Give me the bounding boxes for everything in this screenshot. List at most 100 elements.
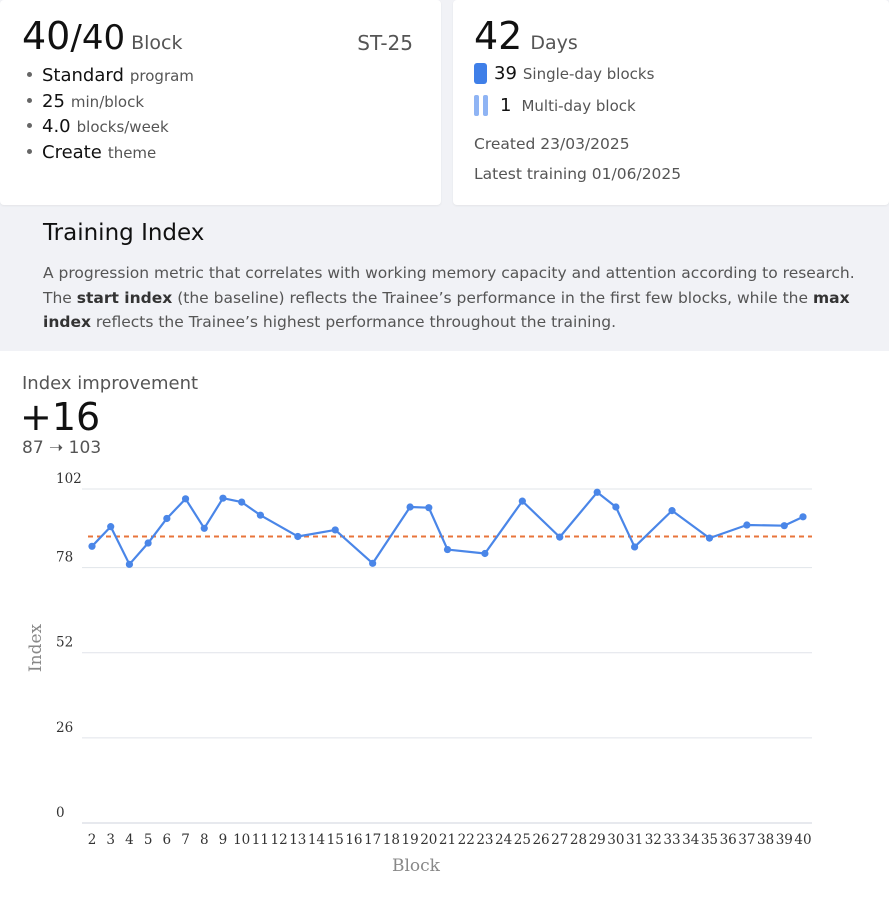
single-day-blocks: 39 Single-day blocks: [474, 63, 654, 84]
x-tick-label: 22: [458, 832, 475, 848]
x-tick-label: 34: [682, 832, 699, 848]
single-day-label: Single-day blocks: [522, 64, 655, 83]
x-tick-label: 6: [163, 832, 172, 848]
x-tick-label: 29: [589, 832, 606, 848]
multi-day-count: 1: [500, 95, 512, 116]
bullet-icon: [27, 72, 32, 77]
single-day-swatch-icon: [474, 63, 487, 84]
data-point: [238, 498, 246, 506]
x-tick-label: 12: [271, 832, 288, 848]
data-point: [743, 521, 751, 529]
data-point: [200, 524, 208, 532]
bullet-icon: [27, 97, 32, 103]
x-tick-label: 26: [532, 832, 549, 848]
blocks-done: 40: [22, 14, 71, 58]
data-point: [331, 526, 339, 534]
latest-training-date: Latest training 01/06/2025: [474, 165, 682, 183]
x-tick-label: 16: [345, 832, 362, 848]
training-days-card: 42 Days 39 Single-day blocks 1 Multi-day…: [453, 0, 889, 205]
x-tick-label: 19: [401, 832, 418, 848]
created-date: Created 23/03/2025: [474, 135, 630, 153]
x-tick-label: 2: [88, 832, 97, 848]
y-tick-label: 52: [56, 635, 73, 651]
days-unit: Days: [530, 32, 578, 54]
index-series-line: [91, 491, 804, 566]
training-index-title: Training Index: [43, 220, 205, 246]
y-tick-label: 0: [56, 805, 65, 821]
multi-day-swatch-icon: [474, 95, 489, 116]
data-point: [799, 513, 807, 521]
days-count: 42: [474, 14, 523, 58]
property-duration: 25 min/block: [22, 91, 194, 117]
multi-day-label: Multi-day block: [521, 96, 636, 115]
property-key: program: [129, 67, 194, 85]
property-key: min/block: [70, 92, 145, 111]
x-tick-label: 27: [551, 832, 568, 848]
property-value: 25: [42, 90, 65, 112]
x-tick-label: 8: [200, 832, 209, 848]
data-point: [369, 559, 377, 567]
x-tick-label: 20: [420, 832, 437, 848]
x-tick-label: 11: [252, 832, 269, 848]
desc-max-index: max index: [43, 288, 850, 332]
blocks-unit: Block: [131, 32, 183, 54]
bullet-icon: [27, 123, 32, 128]
property-frequency: 4.0 blocks/week: [22, 116, 194, 142]
x-tick-label: 21: [439, 832, 456, 848]
x-tick-label: 35: [701, 832, 718, 848]
x-axis-title: Block: [392, 856, 441, 876]
property-value: Create: [42, 141, 102, 163]
x-tick-label: 17: [364, 832, 381, 848]
multi-day-blocks: 1 Multi-day block: [474, 95, 636, 116]
x-tick-label: 23: [476, 832, 493, 848]
data-point: [107, 523, 115, 531]
program-code: ST-25: [357, 31, 413, 55]
data-point: [481, 549, 489, 558]
desc-start-index: start index: [76, 288, 173, 307]
improvement-delta: +16: [20, 395, 101, 439]
data-point: [181, 495, 190, 503]
y-tick-label: 78: [56, 550, 73, 566]
data-point: [406, 503, 414, 511]
improvement-label: Index improvement: [22, 373, 199, 394]
x-tick-label: 30: [607, 832, 624, 848]
x-tick-label: 37: [738, 832, 755, 848]
desc-text: (the baseline) reflects the Trainee’s pe…: [172, 288, 813, 307]
data-point: [518, 497, 526, 505]
bullet-icon: [27, 148, 32, 154]
x-tick-label: 38: [757, 832, 774, 848]
x-tick-label: 25: [514, 832, 531, 848]
improvement-range: 87 ➝ 103: [22, 438, 102, 458]
data-point: [256, 511, 264, 519]
property-value: 4.0: [42, 116, 71, 137]
desc-text: reflects the Trainee’s highest performan…: [90, 313, 617, 331]
property-key: theme: [107, 143, 157, 162]
data-point: [443, 545, 452, 554]
y-tick-label: 26: [56, 720, 73, 736]
data-point: [144, 539, 152, 547]
property-value: Standard: [42, 65, 124, 86]
x-tick-label: 10: [233, 832, 250, 848]
data-point: [780, 522, 788, 530]
training-index-description: A progression metric that correlates wit…: [43, 261, 863, 335]
index-chart-card: Index improvement +16 87 ➝ 103 0 26 52 78 10…: [0, 351, 889, 914]
x-tick-label: 31: [626, 832, 643, 848]
x-tick-label: 32: [645, 832, 662, 848]
data-point: [125, 560, 134, 568]
x-tick-label: 15: [327, 832, 344, 848]
x-tick-label: 40: [794, 832, 811, 848]
property-key: blocks/week: [76, 118, 169, 136]
x-tick-label: 39: [776, 832, 793, 848]
x-tick-label: 24: [495, 832, 512, 848]
y-tick-label: 102: [56, 471, 82, 487]
x-tick-label: 9: [219, 832, 228, 848]
x-tick-label: 14: [308, 832, 325, 848]
x-tick-label: 33: [663, 832, 680, 848]
y-axis-title: Index: [26, 623, 46, 672]
data-point: [88, 542, 96, 550]
x-tick-label: 5: [144, 832, 153, 848]
data-point: [219, 494, 227, 502]
program-properties: Standard program 25 min/block 4.0 blocks/we…: [22, 65, 194, 167]
x-tick-label: 7: [181, 832, 190, 848]
